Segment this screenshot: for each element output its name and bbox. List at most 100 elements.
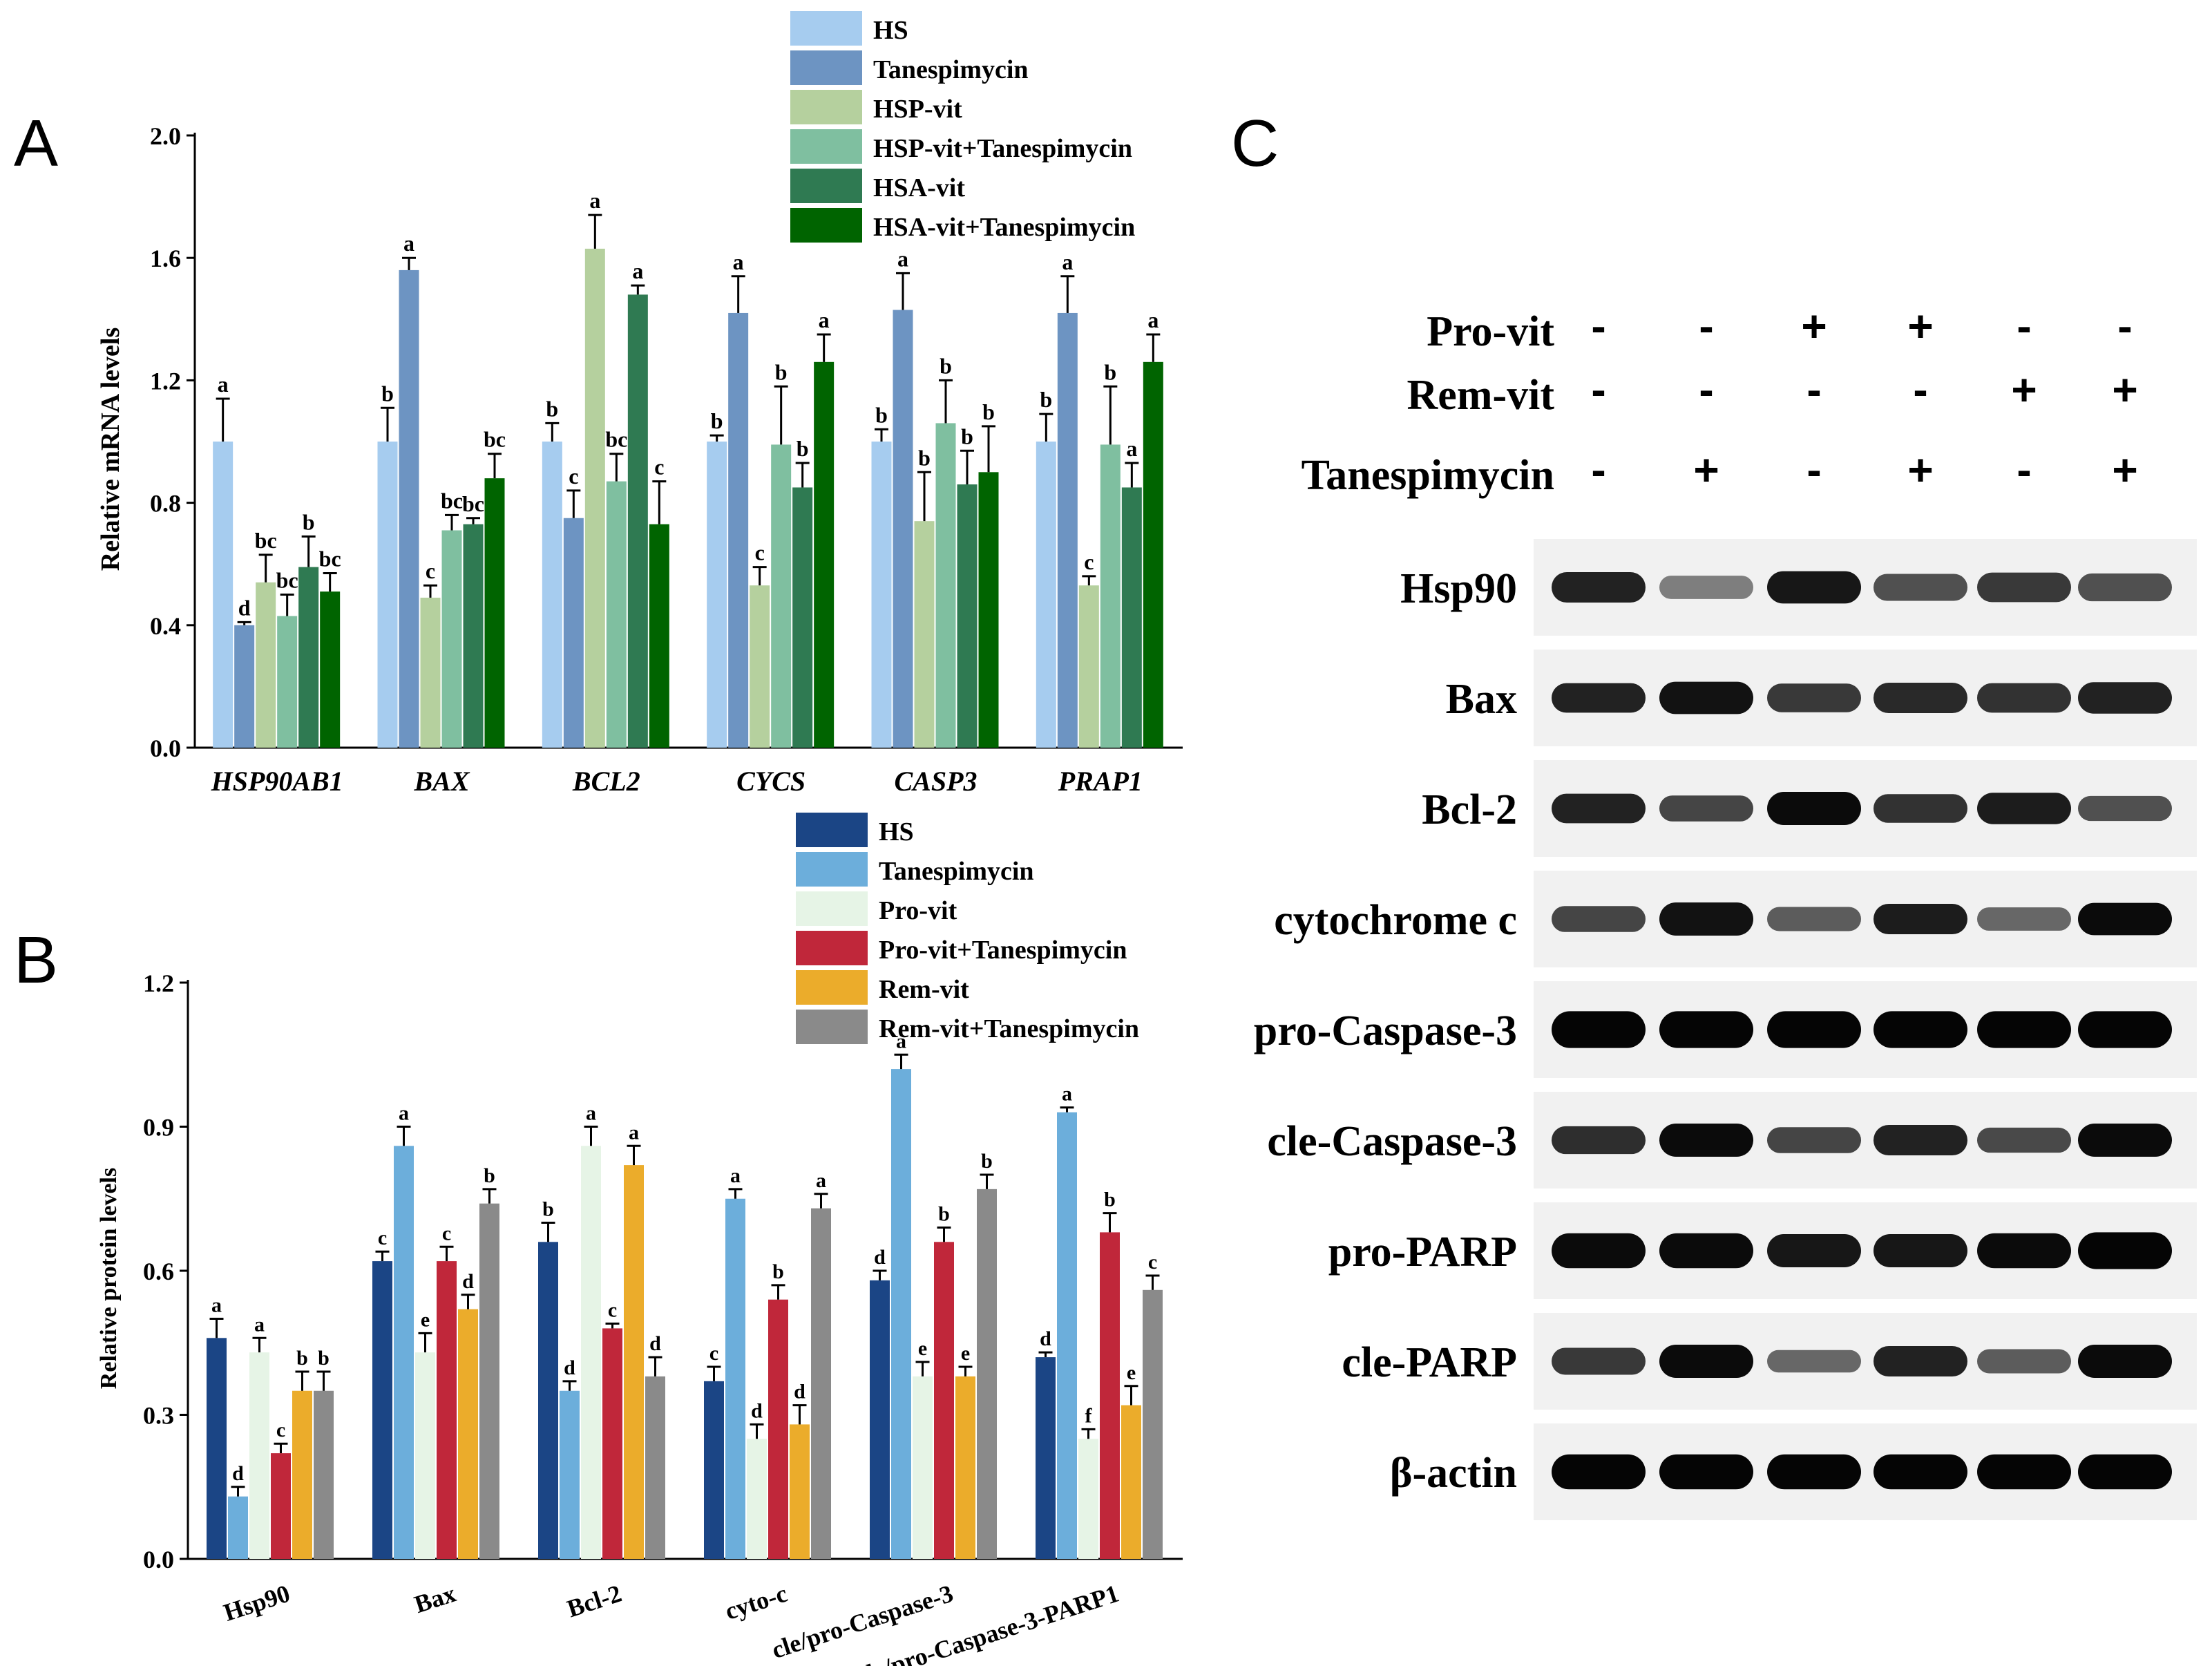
bar [277,616,298,748]
bar [728,312,749,748]
bar [955,1376,975,1559]
legend-label: Tanespimycin [879,857,1034,886]
y-tick-label: 0.4 [150,612,181,640]
legend-swatch [796,852,868,887]
bar [934,1242,954,1559]
significance-letter: bc [484,427,506,452]
bar [249,1352,269,1559]
bar [441,530,462,748]
blot-band [1659,1454,1753,1490]
significance-letter: b [381,381,394,406]
blot-band [1767,1454,1861,1490]
blot-band [1767,907,1861,931]
bar [811,1208,831,1559]
bar [1121,1405,1141,1559]
legend-label: Pro-vit [879,896,957,925]
condition-sign: + [1801,301,1827,351]
significance-letter: b [296,1347,308,1370]
protein-label: cytochrome c [1274,897,1517,944]
blot-band [2078,1345,2172,1378]
blot-band [1873,1454,1967,1490]
bar [790,1424,810,1559]
legend-label: HSP-vit+Tanespimycin [873,134,1132,163]
condition-sign: - [1591,445,1605,495]
panel-label-b: B [14,923,58,997]
significance-letter: b [982,399,995,424]
bar [914,521,935,748]
blot-band [1873,794,1967,823]
condition-label: Rem-vit [1407,372,1555,419]
bar [563,518,584,748]
bar [256,582,276,748]
significance-letter: c [1084,549,1094,574]
blot-band [1552,1347,1646,1375]
legend-label: Pro-vit+Tanespimycin [879,936,1127,965]
blot-band [1552,683,1646,713]
x-category-label: HSP90AB1 [211,766,343,797]
significance-letter: a [897,246,908,271]
significance-letter: d [564,1356,575,1379]
condition-sign: - [1591,365,1605,415]
condition-sign: + [2011,365,2037,415]
significance-letter: bc [441,488,463,513]
y-tick-label: 0.8 [150,490,181,518]
bar [538,1242,558,1559]
blot-band [1873,1011,1967,1048]
legend-swatch [790,129,862,164]
blot-band [1977,793,2071,824]
bar [1078,1439,1098,1559]
condition-sign: + [1907,301,1933,351]
significance-letter: a [1126,436,1137,461]
condition-sign: - [1591,301,1605,351]
significance-letter: b [542,1198,554,1221]
bar [871,442,892,748]
x-category-label: CASP3 [894,766,977,797]
significance-letter: bc [255,528,277,553]
bar [1100,1232,1120,1559]
bar [399,269,419,748]
x-category-label: BCL2 [572,766,640,797]
protein-label: Hsp90 [1400,565,1517,612]
condition-label: Tanespimycin [1302,452,1554,499]
bar [394,1146,414,1559]
bar [584,248,605,748]
blot-band [1767,1011,1861,1048]
bar [893,310,913,748]
significance-letter: a [403,231,414,256]
blot-band [2078,1454,2172,1490]
significance-letter: b [797,436,809,461]
condition-sign: - [2016,445,2031,495]
significance-letter: a [730,1164,741,1187]
y-tick-label: 0.6 [143,1258,174,1285]
bar [320,591,341,748]
significance-letter: c [654,455,664,480]
bar [415,1352,435,1559]
bar [1057,1112,1077,1559]
x-category-label: PRAP1 [1058,766,1143,797]
significance-letter: b [484,1164,495,1187]
significance-letter: a [1062,1083,1072,1106]
bar [271,1453,291,1559]
significance-letter: b [711,408,723,433]
blot-band [1873,1345,1967,1377]
protein-label: cle-PARP [1342,1339,1517,1386]
condition-sign: - [2016,301,2031,351]
bar [1057,312,1078,748]
significance-letter: c [1148,1251,1157,1274]
significance-letter: d [751,1399,763,1422]
blot-band [1767,683,1861,712]
legend-swatch [790,11,862,46]
bar [479,1203,499,1559]
legend-label: HSP-vit [873,95,962,124]
significance-letter: c [378,1227,387,1249]
blot-band [1767,1234,1861,1267]
x-category-label: CYCS [736,766,805,797]
bar [437,1261,457,1559]
blot-band [1552,1233,1646,1269]
bar [870,1280,890,1559]
significance-letter: b [918,445,931,470]
blot-band [1873,1124,1967,1156]
blot-band [2078,682,2172,714]
y-tick-label: 1.2 [150,367,181,395]
